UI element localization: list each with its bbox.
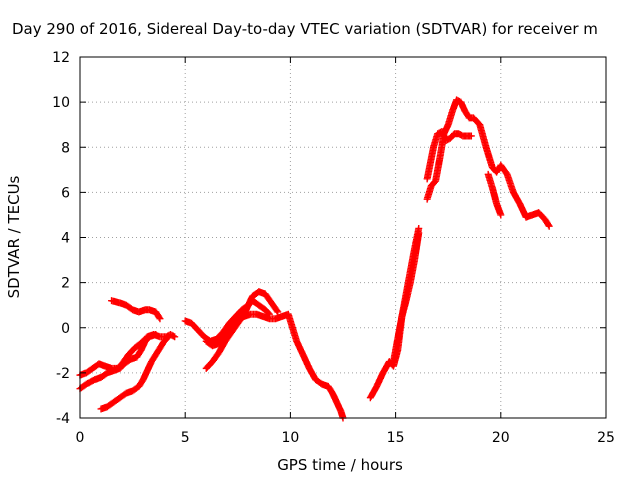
y-tick-label: 10 <box>52 95 70 111</box>
series-trace <box>204 310 347 421</box>
series-trace <box>77 331 158 392</box>
series-6 <box>202 310 347 422</box>
series-trace <box>98 334 171 412</box>
series-3 <box>108 297 164 323</box>
chart-title: Day 290 of 2016, Sidereal Day-to-day VTE… <box>12 20 598 38</box>
y-axis-label: SDTVAR / TECUs <box>5 175 23 298</box>
series-1 <box>76 331 160 393</box>
y-tick-label: 6 <box>61 185 70 201</box>
y-tick-label: 4 <box>61 231 70 247</box>
x-tick-label: 20 <box>492 430 510 446</box>
series-11 <box>484 170 505 219</box>
series-trace <box>203 288 281 371</box>
series-10 <box>423 127 475 183</box>
y-tick-label: 0 <box>61 321 70 337</box>
grid <box>80 57 606 418</box>
y-tick-label: 8 <box>61 140 70 156</box>
series-9 <box>423 96 553 230</box>
series-layer <box>76 96 553 422</box>
series-trace <box>424 97 552 229</box>
x-tick-label: 5 <box>181 430 190 446</box>
series-5 <box>202 288 282 372</box>
x-axis-label: GPS time / hours <box>277 456 403 474</box>
plot-frame <box>79 56 607 419</box>
y-tick-label: 2 <box>61 276 70 292</box>
series-8 <box>389 229 423 366</box>
y-tick-label: -2 <box>56 366 70 382</box>
x-tick-label: 0 <box>76 430 85 446</box>
series-trace <box>109 297 163 321</box>
ticks <box>79 56 607 419</box>
y-tick-label: 12 <box>52 50 70 66</box>
x-tick-label: 15 <box>387 430 405 446</box>
series-2 <box>97 333 172 413</box>
series-0 <box>76 331 179 379</box>
series-trace <box>390 231 422 364</box>
series-trace <box>424 128 474 181</box>
tick-labels: 0 5 10 15 20 25 -4 -2 0 2 4 6 8 10 12 <box>52 50 615 446</box>
y-tick-label: -4 <box>56 411 70 427</box>
series-trace <box>485 172 504 217</box>
x-tick-label: 10 <box>281 430 299 446</box>
x-tick-label: 25 <box>597 430 615 446</box>
